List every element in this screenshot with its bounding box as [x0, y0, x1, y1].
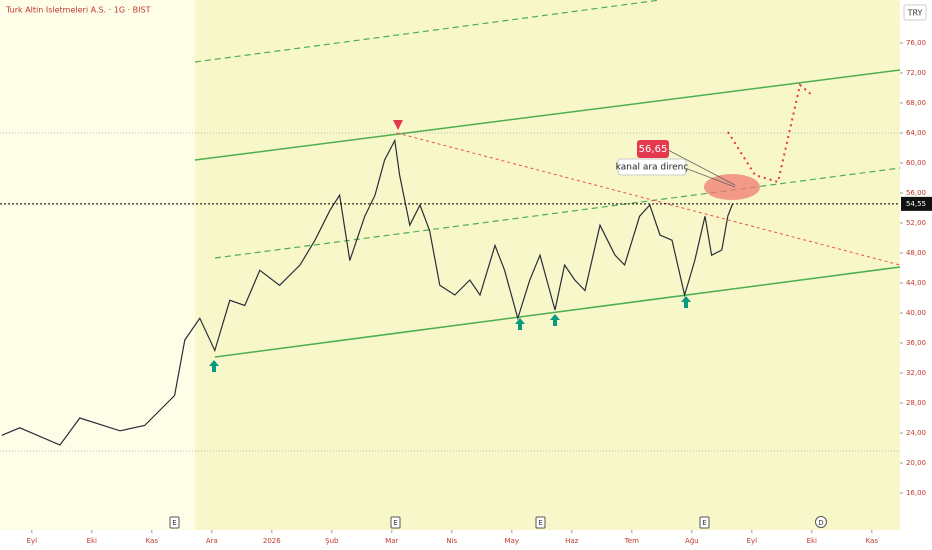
- event-box: [699, 516, 710, 529]
- y-tick-label: 28,00: [906, 399, 926, 407]
- event-box: [815, 516, 827, 528]
- x-tick-label: Mar: [385, 537, 398, 545]
- y-tick-label: 36,00: [906, 339, 926, 347]
- x-tick-label: Eyl: [747, 537, 758, 545]
- x-tick-label: Eki: [807, 537, 817, 545]
- x-tick-label: Eki: [87, 537, 97, 545]
- callout-line: [684, 167, 736, 188]
- event-box: [390, 516, 401, 529]
- y-axis-bg: [900, 0, 932, 550]
- channel-upper: [194, 69, 901, 161]
- annotation-box: [617, 158, 687, 176]
- y-tick-label: 72,00: [906, 69, 926, 77]
- x-tick-label: Kas: [866, 537, 879, 545]
- y-tick-label: 40,00: [906, 309, 926, 317]
- y-tick-label: 68,00: [906, 99, 926, 107]
- y-tick-label: 60,00: [906, 159, 926, 167]
- x-tick-label: 2026: [263, 537, 281, 545]
- currency-box: [903, 4, 927, 21]
- x-tick-label: Şub: [325, 537, 339, 545]
- x-tick-label: Ağu: [685, 537, 699, 545]
- x-tick-label: May: [505, 537, 519, 545]
- events: E E E E D: [169, 516, 827, 529]
- event: E: [172, 519, 176, 527]
- last-price-label: 54,55: [906, 200, 926, 208]
- y-tick-label: 44,00: [906, 279, 926, 287]
- price-line: [1, 138, 734, 446]
- channel-lower: [214, 266, 901, 358]
- event: D: [818, 519, 823, 527]
- target-box: [637, 140, 669, 158]
- event-box: [169, 516, 180, 529]
- channel-top-dashed: [194, 0, 661, 63]
- x-tick-label: Ara: [206, 537, 218, 545]
- currency: TRY: [907, 9, 923, 18]
- x-tick-label: Tem: [624, 537, 639, 545]
- x-tick-label: Nis: [446, 537, 457, 545]
- y-tick-label: 56,00: [906, 189, 926, 197]
- channel-mid: [214, 167, 901, 259]
- arrow-up: [681, 296, 691, 308]
- y-tick-label: 48,00: [906, 249, 926, 257]
- highlight-region: [195, 0, 900, 530]
- arrow-up: [209, 360, 219, 372]
- resistance-zone: [704, 174, 760, 200]
- x-tick-label: Haz: [565, 537, 579, 545]
- y-tick-label: 64,00: [906, 129, 926, 137]
- trendline: [396, 132, 901, 266]
- y-tick-label: 24,00: [906, 429, 926, 437]
- y-tick-label: 76,00: [906, 39, 926, 47]
- arrow-up: [550, 314, 560, 326]
- plot: [1, 138, 734, 446]
- y-tick-label: 20,00: [906, 459, 926, 467]
- event: E: [393, 519, 397, 527]
- annotation: kanal ara direnç: [616, 163, 689, 173]
- x-tick-label: Kas: [146, 537, 159, 545]
- event: E: [538, 519, 542, 527]
- y-tick-label: 52,00: [906, 219, 926, 227]
- chart-title: Turk Altin Isletmeleri A.S. · 1G · BIST: [5, 6, 151, 15]
- callout-line: [667, 149, 736, 186]
- arrow-down: [393, 120, 403, 130]
- last-price-box: [901, 196, 932, 211]
- x-tick-label: Eyl: [27, 537, 38, 545]
- arrow-up: [515, 318, 525, 330]
- event-box: [535, 516, 546, 529]
- target-label: 56,65: [639, 144, 668, 155]
- event: E: [702, 519, 706, 527]
- y-tick-label: 16,00: [906, 489, 926, 497]
- y-tick-label: 32,00: [906, 369, 926, 377]
